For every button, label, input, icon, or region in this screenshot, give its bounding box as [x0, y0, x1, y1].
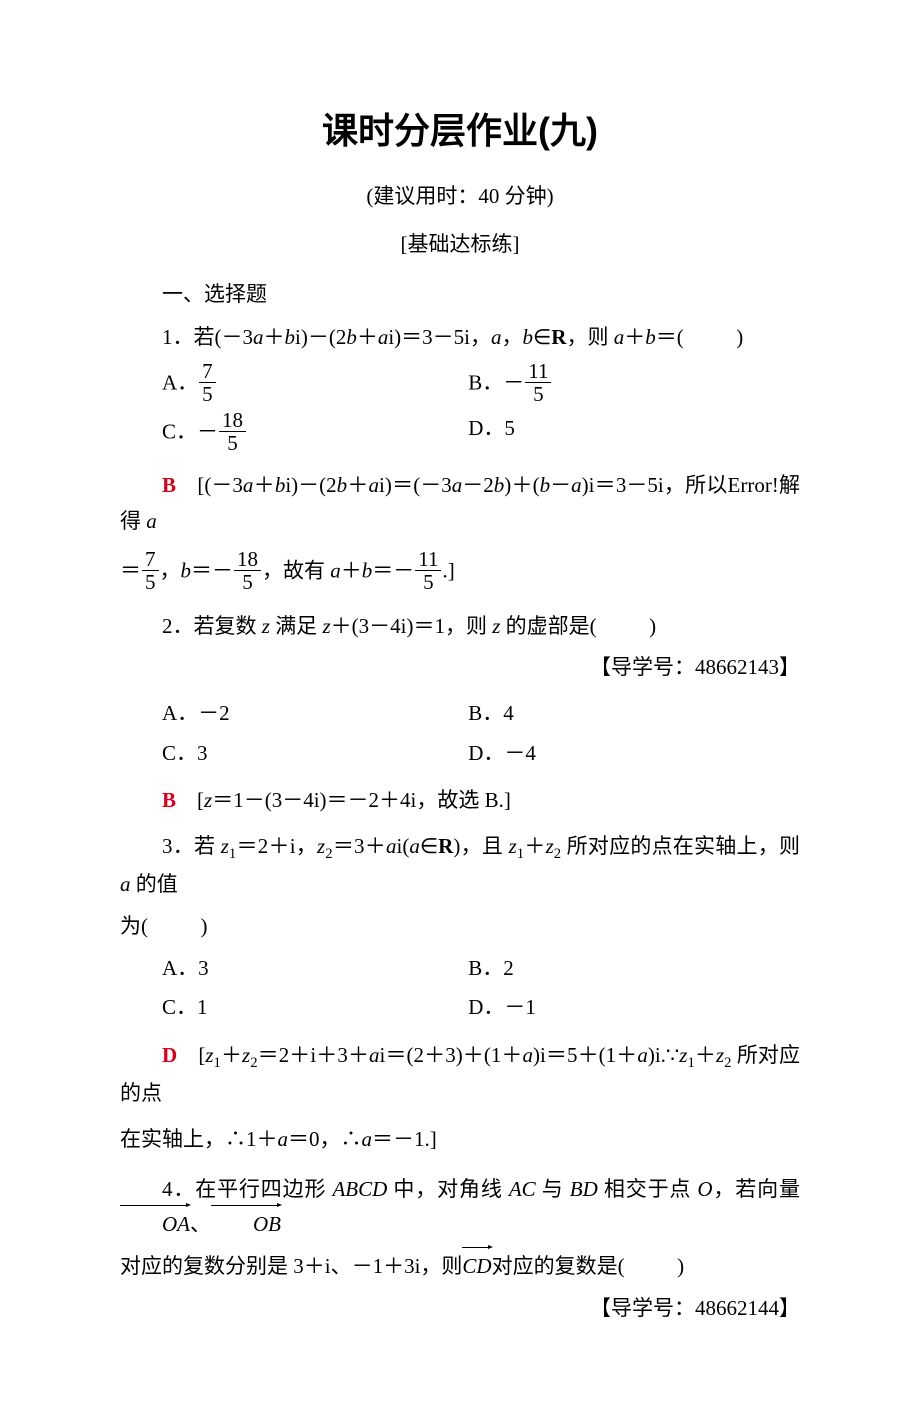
q3-option-a: A．3	[162, 951, 468, 987]
q1-stem: 1．若(－3a＋bi)－(2b＋ai)＝3－5i，a，b∈R，则 a＋b＝()	[120, 320, 800, 356]
q1-answer: B [(－3a＋bi)－(2b＋ai)＝(－3a－2b)＋(b－a)i＝3－5i…	[120, 468, 800, 539]
q2-option-c: C．3	[162, 736, 468, 772]
q1-option-b: B．－115	[468, 362, 774, 407]
vector-oa: OA	[120, 1207, 190, 1243]
q3-option-c: C．1	[162, 990, 468, 1026]
q2-options: A．－2 B．4 C．3 D．－4	[120, 696, 800, 775]
q3-option-d: D．－1	[468, 990, 774, 1026]
q2-answer-label: B	[162, 788, 176, 812]
q1-answer-label: B	[162, 473, 176, 497]
q1-option-c: C．－185	[162, 411, 468, 456]
q2-option-d: D．－4	[468, 736, 774, 772]
section-bracket: [基础达标练]	[120, 227, 800, 263]
q4-stem-cont: 对应的复数分别是 3＋i、－1＋3i，则CD对应的复数是()	[120, 1249, 800, 1285]
section-heading: 一、选择题	[120, 277, 800, 313]
q4-stem: 4．在平行四边形 ABCD 中，对角线 AC 与 BD 相交于点 O，若向量OA…	[120, 1172, 800, 1243]
q3-stem-cont: 为()	[120, 909, 800, 945]
vector-ob: OB	[211, 1207, 281, 1243]
q2-option-b: B．4	[468, 696, 774, 732]
q3-options: A．3 B．2 C．1 D．－1	[120, 951, 800, 1030]
q3-stem: 3．若 z1＝2＋i，z2＝3＋ai(a∈R)，且 z1＋z2 所对应的点在实轴…	[120, 829, 800, 903]
q2-stem: 2．若复数 z 满足 z＋(3－4i)＝1，则 z 的虚部是()	[120, 609, 800, 645]
q1-options: A．75 B．－115 C．－185 D．5	[120, 362, 800, 460]
suggested-time: (建议用时：40 分钟)	[120, 179, 800, 215]
q2-answer: B [z＝1－(3－4i)＝－2＋4i，故选 B.]	[120, 783, 800, 819]
q3-option-b: B．2	[468, 951, 774, 987]
q2-option-a: A．－2	[162, 696, 468, 732]
q3-answer: D [z1＋z2＝2＋i＋3＋ai＝(2＋3)＋(1＋a)i＝5＋(1＋a)i.…	[120, 1038, 800, 1112]
q2-ref: 【导学号：48662143】	[120, 650, 800, 686]
q3-answer-label: D	[162, 1043, 177, 1067]
q3-answer-cont: 在实轴上，∴1＋a＝0，∴a＝－1.]	[120, 1122, 800, 1158]
q1-option-a: A．75	[162, 362, 468, 407]
vector-cd: CD	[462, 1249, 491, 1285]
q1-answer-cont: ＝75，b＝－185，故有 a＋b＝－115.]	[120, 550, 800, 595]
q4-ref: 【导学号：48662144】	[120, 1291, 800, 1327]
q1-option-d: D．5	[468, 411, 774, 456]
page-title: 课时分层作业(九)	[120, 100, 800, 161]
